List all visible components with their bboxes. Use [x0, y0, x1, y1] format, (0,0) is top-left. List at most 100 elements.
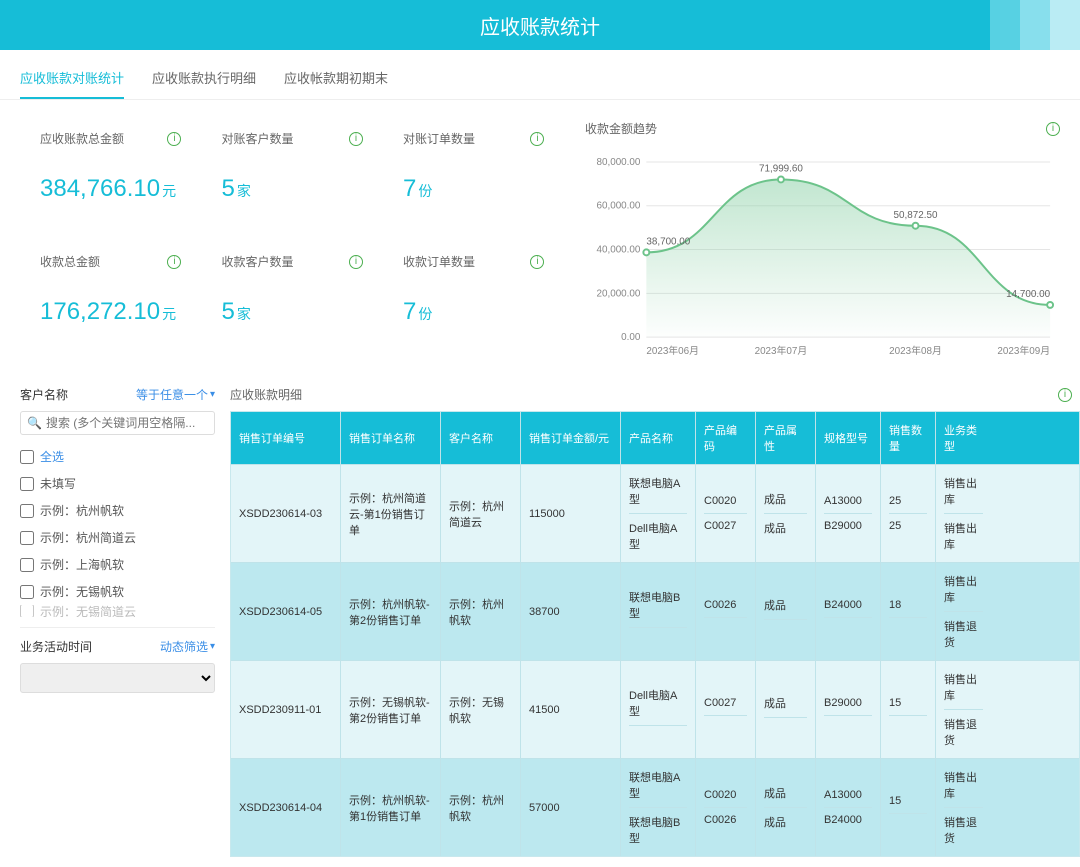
tab-0[interactable]: 应收账款对账统计 — [20, 68, 124, 99]
detail-title: 应收账款明细 — [230, 386, 302, 403]
col-header[interactable]: 销售订单名称 — [341, 412, 441, 464]
svg-text:2023年09月: 2023年09月 — [997, 344, 1050, 357]
filter-option[interactable]: 示例：上海帆软 — [20, 551, 215, 578]
option-label: 示例：无锡帆软 — [40, 583, 124, 600]
col-header[interactable]: 销售数量 — [881, 412, 936, 464]
col-header[interactable]: 产品编码 — [696, 412, 756, 464]
info-icon[interactable]: i — [530, 255, 544, 269]
search-input[interactable] — [46, 416, 208, 430]
date-range-select[interactable] — [20, 663, 215, 693]
time-filter-label: 业务活动时间 — [20, 638, 92, 655]
filter-option-list: 全选未填写示例：杭州帆软示例：杭州简道云示例：上海帆软示例：无锡帆软示例：无锡简… — [20, 443, 215, 617]
filter-label: 客户名称 — [20, 386, 68, 403]
filter-mode-dropdown[interactable]: 等于任意一个▾ — [136, 386, 215, 403]
checkbox[interactable] — [20, 450, 34, 464]
checkbox[interactable] — [20, 531, 34, 545]
lower-section: 客户名称 等于任意一个▾ 🔍 全选未填写示例：杭州帆软示例：杭州简道云示例：上海… — [0, 376, 1080, 867]
info-icon[interactable]: i — [530, 132, 544, 146]
cell: 成品 — [756, 563, 816, 660]
checkbox[interactable] — [20, 605, 34, 617]
col-header[interactable]: 业务类型 — [936, 412, 991, 464]
col-header[interactable]: 产品属性 — [756, 412, 816, 464]
info-icon[interactable]: i — [167, 132, 181, 146]
info-icon[interactable]: i — [349, 255, 363, 269]
cell: Dell电脑A型 — [621, 661, 696, 758]
col-header[interactable]: 客户名称 — [441, 412, 521, 464]
cell: 销售出库销售退货 — [936, 759, 991, 856]
detail-table-panel: 应收账款明细 i 销售订单编号销售订单名称客户名称销售订单金额/元产品名称产品编… — [230, 376, 1080, 857]
cell: 联想电脑A型联想电脑B型 — [621, 759, 696, 856]
info-icon[interactable]: i — [349, 132, 363, 146]
cell: 示例：杭州帆软-第1份销售订单 — [341, 759, 441, 856]
cell: XSDD230911-01 — [231, 661, 341, 758]
filter-search[interactable]: 🔍 — [20, 411, 215, 435]
kpi-card: 收款总金额 i 176,272.10元 — [20, 243, 201, 366]
filter-option[interactable]: 未填写 — [20, 470, 215, 497]
col-header[interactable]: 产品名称 — [621, 412, 696, 464]
col-header[interactable]: 销售订单编号 — [231, 412, 341, 464]
table-row[interactable]: XSDD230911-01示例：无锡帆软-第2份销售订单示例：无锡帆软41500… — [231, 660, 1079, 758]
cell: C0026 — [696, 563, 756, 660]
summary-section: 应收账款总金额i 384,766.10元对账客户数量i 5家对账订单数量i 7份… — [0, 100, 1080, 376]
kpi-value: 176,272.10元 — [40, 298, 181, 326]
tab-2[interactable]: 应收帐款期初期末 — [284, 68, 388, 99]
kpi-value: 7份 — [403, 298, 544, 326]
cell: 2525 — [881, 465, 936, 562]
cell: XSDD230614-03 — [231, 465, 341, 562]
detail-table: 销售订单编号销售订单名称客户名称销售订单金额/元产品名称产品编码产品属性规格型号… — [230, 411, 1080, 857]
cell: C0020C0026 — [696, 759, 756, 856]
table-row[interactable]: XSDD230614-05示例：杭州帆软-第2份销售订单示例：杭州帆软38700… — [231, 562, 1079, 660]
filter-option[interactable]: 示例：无锡简道云 — [20, 605, 215, 617]
kpi-card: 收款客户数量i 5家 — [201, 243, 382, 366]
table-row[interactable]: XSDD230614-04示例：杭州帆软-第1份销售订单示例：杭州帆软57000… — [231, 758, 1079, 856]
info-icon[interactable]: i — [1058, 388, 1072, 402]
checkbox[interactable] — [20, 585, 34, 599]
kpi-label: 对账客户数量 — [221, 130, 293, 147]
filter-option[interactable]: 示例：杭州简道云 — [20, 524, 215, 551]
table-row[interactable]: XSDD230614-03示例：杭州简道云-第1份销售订单示例：杭州简道云115… — [231, 464, 1079, 562]
filter-option[interactable]: 示例：杭州帆软 — [20, 497, 215, 524]
tab-1[interactable]: 应收账款执行明细 — [152, 68, 256, 99]
cell: 成品成品 — [756, 465, 816, 562]
cell: 示例：杭州简道云-第1份销售订单 — [341, 465, 441, 562]
info-icon[interactable]: i — [167, 255, 181, 269]
checkbox[interactable] — [20, 504, 34, 518]
cell: 销售出库销售退货 — [936, 661, 991, 758]
svg-text:2023年08月: 2023年08月 — [889, 344, 942, 357]
chevron-down-icon: ▾ — [210, 641, 215, 652]
cell: C0027 — [696, 661, 756, 758]
checkbox[interactable] — [20, 558, 34, 572]
svg-text:40,000.00: 40,000.00 — [596, 245, 640, 256]
checkbox[interactable] — [20, 477, 34, 491]
svg-text:60,000.00: 60,000.00 — [596, 201, 640, 212]
kpi-label: 应收账款总金额 — [40, 130, 124, 147]
svg-text:0.00: 0.00 — [621, 332, 641, 343]
option-label: 未填写 — [40, 475, 76, 492]
cell: B24000 — [816, 563, 881, 660]
cell: A13000B24000 — [816, 759, 881, 856]
cell: 57000 — [521, 759, 621, 856]
info-icon[interactable]: i — [1046, 122, 1060, 136]
cell: 成品成品 — [756, 759, 816, 856]
kpi-value: 5家 — [221, 175, 362, 203]
kpi-label: 收款客户数量 — [221, 253, 293, 270]
cell: 示例：杭州帆软 — [441, 759, 521, 856]
search-icon: 🔍 — [27, 416, 42, 430]
filter-panel: 客户名称 等于任意一个▾ 🔍 全选未填写示例：杭州帆软示例：杭州简道云示例：上海… — [20, 376, 215, 857]
col-header[interactable]: 销售订单金额/元 — [521, 412, 621, 464]
filter-option[interactable]: 全选 — [20, 443, 215, 470]
cell: 15 — [881, 759, 936, 856]
svg-text:2023年07月: 2023年07月 — [755, 344, 808, 357]
svg-text:2023年06月: 2023年06月 — [646, 344, 699, 357]
kpi-label: 收款总金额 — [40, 253, 100, 270]
time-mode-dropdown[interactable]: 动态筛选▾ — [160, 638, 215, 655]
filter-option[interactable]: 示例：无锡帆软 — [20, 578, 215, 605]
cell: 销售出库销售出库 — [936, 465, 991, 562]
col-header[interactable]: 规格型号 — [816, 412, 881, 464]
option-label: 示例：杭州简道云 — [40, 529, 136, 546]
cell: 38700 — [521, 563, 621, 660]
cell: C0020C0027 — [696, 465, 756, 562]
cell: 示例：无锡帆软-第2份销售订单 — [341, 661, 441, 758]
cell: A13000B29000 — [816, 465, 881, 562]
cell: 18 — [881, 563, 936, 660]
